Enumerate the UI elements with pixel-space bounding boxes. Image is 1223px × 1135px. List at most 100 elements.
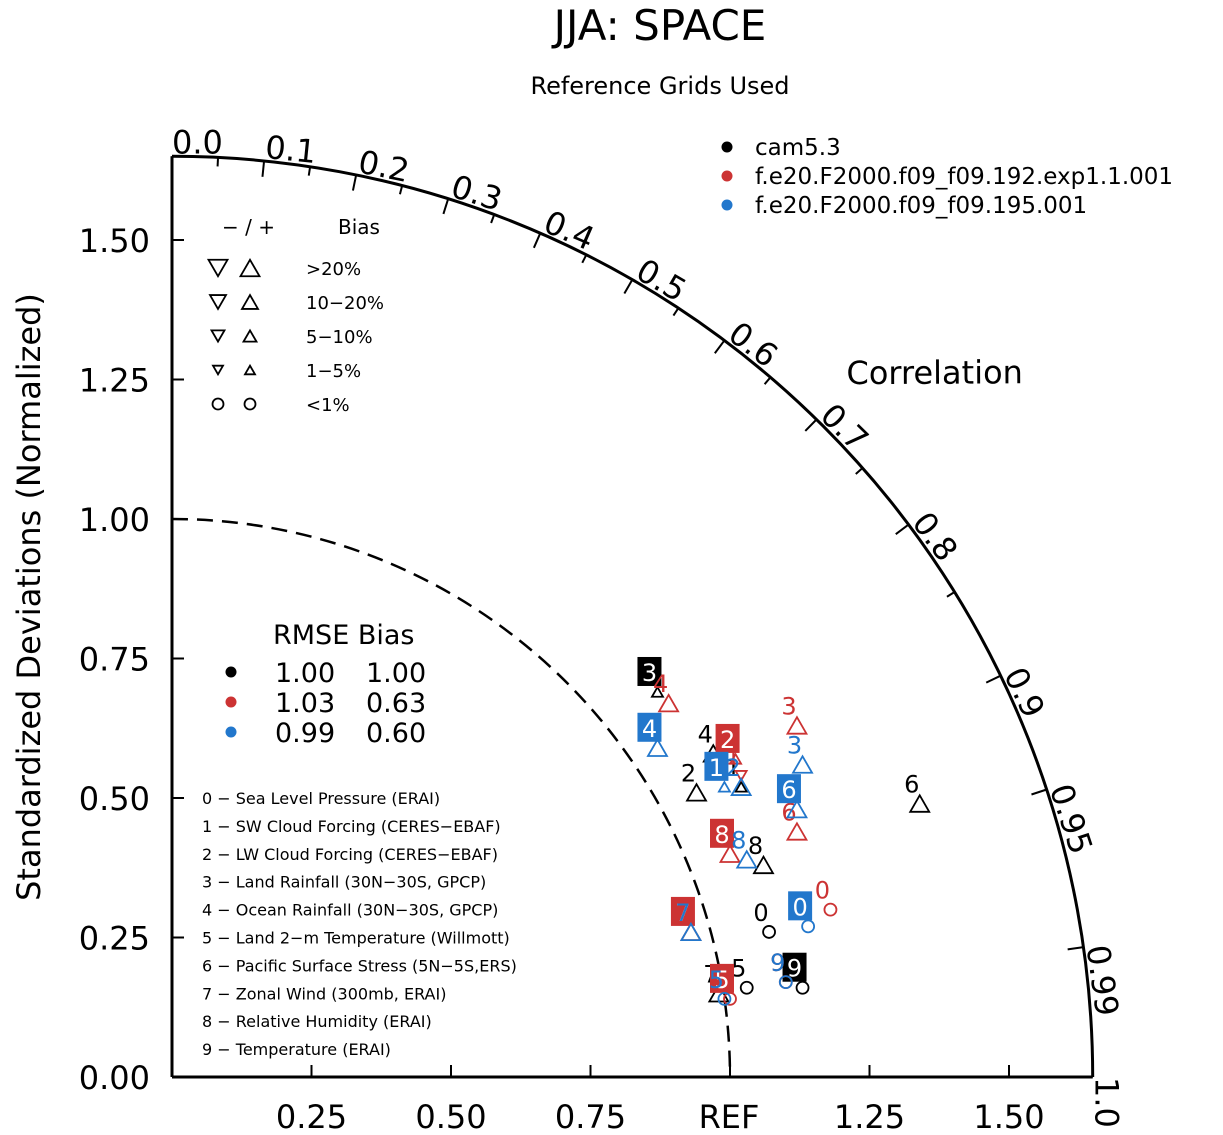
series-legend-label: f.e20.F2000.f09_f09.195.001: [755, 193, 1087, 219]
corr-tick-mark: [1067, 946, 1084, 951]
variable-legend-item: 8 − Relative Humidity (ERAI): [202, 1012, 432, 1031]
corr-tick-mark: [351, 174, 358, 191]
point-label: 2: [726, 754, 741, 782]
bias-legend-header: Bias: [338, 215, 380, 239]
y-axis-ticks: 0.00 0.25 0.50 0.75 1.00 1.25 1.50: [79, 222, 184, 1097]
triangle-up-marker: [685, 782, 708, 802]
point-label: 3: [781, 692, 796, 720]
bias-legend-triangle-down: [209, 329, 227, 344]
x-tick-label: 0.75: [555, 1098, 626, 1135]
triangle-up-marker: [735, 849, 758, 869]
triangle-up-marker: [679, 921, 702, 942]
y-tick-label: 0.75: [79, 641, 150, 679]
y-tick-label: 0.00: [79, 1059, 150, 1097]
corr-minor-tick: [946, 591, 956, 598]
bias-legend-signs: − / +: [222, 215, 275, 239]
point-label: 1: [709, 754, 724, 782]
x-axis-ticks: 0.25 0.50 0.75 1.25 1.50: [276, 1065, 1045, 1135]
point-label: 9: [770, 949, 785, 977]
y-tick-label: 1.25: [79, 362, 150, 400]
bias-legend-triangle-up: [238, 257, 262, 278]
triangle-down-marker: [734, 770, 749, 783]
point-label-box: [715, 723, 740, 753]
corr-minor-tick: [398, 185, 404, 195]
bias-legend-label: <1%: [306, 395, 350, 416]
bias-legend-label: 5−10%: [306, 327, 373, 348]
triangle-up-marker: [728, 752, 743, 765]
point-label: 0: [815, 877, 830, 905]
point-label: 2: [681, 759, 696, 787]
corr-tick-mark: [985, 674, 1002, 684]
bias-legend-label: 10−20%: [306, 293, 384, 314]
variable-legend-item: 3 − Land Rainfall (30N−30S, GPCP): [202, 873, 486, 892]
bias-legend-triangle-up: [240, 293, 260, 310]
stats-legend-bias: 0.60: [366, 718, 426, 749]
triangle-up-marker: [785, 821, 809, 841]
stats-legend-header: RMSE Bias: [273, 620, 414, 651]
corr-minor-tick: [581, 254, 588, 264]
reference-arc: [171, 517, 732, 1078]
point-label: 5: [714, 966, 729, 994]
y-tick-label: 0.25: [79, 920, 150, 958]
variable-legend-item: 6 − Pacific Surface Stress (5N−5S,ERS): [202, 956, 517, 975]
variable-legend-item: 5 − Land 2−m Temperature (Willmott): [202, 929, 510, 948]
triangle-up-marker: [717, 780, 732, 793]
triangle-up-marker: [752, 854, 775, 875]
bias-legend-triangle-up: [241, 328, 259, 343]
data-points: 012345678901234567890123456789: [637, 656, 931, 1006]
point-label: 8: [714, 821, 729, 849]
triangle-up-marker: [785, 715, 809, 735]
point-label: 3: [642, 659, 657, 687]
variable-legend: 0 − Sea Level Pressure (ERAI) 1 − SW Clou…: [202, 789, 517, 1059]
corr-tick-mark: [895, 523, 910, 535]
corr-tick-label: 1.0: [1088, 1077, 1126, 1128]
triangle-up-marker: [646, 737, 669, 757]
stats-legend-bias: 0.63: [366, 688, 426, 719]
variable-legend-item: 2 − LW Cloud Forcing (CERES−EBAF): [202, 845, 498, 864]
point-label: 0: [753, 899, 768, 927]
ref-label: REF: [699, 1098, 760, 1135]
point-label-box: [710, 818, 734, 848]
chart-subtitle: Reference Grids Used: [530, 72, 789, 100]
circle-marker: [717, 991, 732, 1006]
triangle-up-marker: [650, 685, 665, 698]
stats-legend-bias: 1.00: [366, 658, 426, 689]
y-tick-label: 1.00: [79, 501, 150, 539]
point-label-box: [637, 656, 662, 686]
circle-marker: [823, 902, 838, 917]
circle-marker: [778, 975, 793, 990]
triangle-up-marker: [734, 780, 749, 793]
series-legend-dot: [721, 141, 733, 153]
bias-legend-triangle-down: [208, 294, 228, 311]
stats-legend-dot: [225, 666, 237, 678]
chart-title: JJA: SPACE: [551, 1, 767, 50]
stats-legend-rmse: 1.03: [275, 688, 335, 719]
corr-tick-label: 0.1: [264, 128, 318, 171]
point-label-box: [788, 891, 813, 921]
x-tick-label: 0.25: [276, 1098, 347, 1135]
corr-tick-mark: [261, 160, 266, 177]
bias-legend-triangle-up: [243, 363, 257, 376]
variable-legend-item: 9 − Temperature (ERAI): [202, 1040, 391, 1059]
stats-legend-rmse: 1.00: [275, 658, 335, 689]
corr-tick-label: 0.0: [172, 123, 223, 161]
bias-legend-triangle-down: [206, 258, 230, 279]
stats-legend-dot: [225, 696, 237, 708]
bias-legend-circle: [211, 397, 225, 411]
corr-minor-tick: [490, 214, 496, 224]
bias-legend-triangle-down: [211, 364, 225, 377]
point-label: 0: [792, 893, 807, 921]
y-axis-label: Standardized Deviations (Normalized): [10, 293, 48, 901]
corr-tick-mark: [532, 232, 542, 249]
point-label: 5: [709, 966, 724, 994]
point-label-box: [704, 751, 729, 781]
triangle-up-marker: [785, 799, 809, 819]
series-legend-label: cam5.3: [755, 135, 841, 161]
x-tick-label: 1.25: [834, 1098, 905, 1135]
point-label-box: [710, 963, 734, 993]
reference-std-arc: [171, 517, 732, 1078]
bias-legend-circle: [243, 397, 257, 411]
bias-legend-label: 1−5%: [306, 361, 361, 382]
